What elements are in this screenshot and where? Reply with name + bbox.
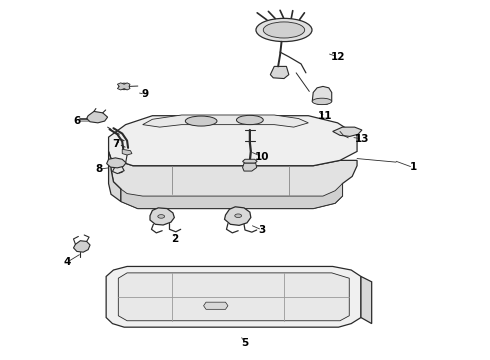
- Polygon shape: [270, 66, 289, 78]
- Polygon shape: [107, 158, 126, 168]
- Text: 3: 3: [258, 225, 266, 235]
- Ellipse shape: [158, 215, 165, 218]
- Ellipse shape: [312, 98, 332, 105]
- Polygon shape: [143, 115, 308, 127]
- Polygon shape: [243, 163, 257, 171]
- Text: 12: 12: [330, 52, 345, 62]
- Polygon shape: [121, 184, 343, 208]
- Polygon shape: [122, 149, 132, 155]
- Text: 10: 10: [255, 152, 270, 162]
- Ellipse shape: [235, 214, 242, 217]
- Text: 5: 5: [242, 338, 248, 347]
- Text: 4: 4: [64, 257, 71, 267]
- Polygon shape: [224, 207, 251, 225]
- Text: 7: 7: [112, 139, 120, 149]
- Polygon shape: [109, 152, 121, 202]
- Polygon shape: [118, 273, 349, 321]
- Text: 6: 6: [74, 116, 80, 126]
- Text: 13: 13: [355, 134, 369, 144]
- Polygon shape: [333, 127, 362, 136]
- Ellipse shape: [263, 22, 305, 38]
- Polygon shape: [203, 302, 228, 309]
- Text: 8: 8: [95, 164, 102, 174]
- Polygon shape: [74, 241, 90, 252]
- Polygon shape: [117, 83, 130, 90]
- Text: 9: 9: [142, 89, 148, 99]
- Polygon shape: [312, 86, 332, 104]
- Polygon shape: [243, 159, 257, 163]
- Ellipse shape: [256, 18, 312, 41]
- Polygon shape: [106, 266, 361, 327]
- Polygon shape: [109, 158, 357, 208]
- Text: 11: 11: [318, 111, 333, 121]
- Ellipse shape: [119, 83, 129, 90]
- Polygon shape: [109, 116, 357, 166]
- Ellipse shape: [237, 115, 263, 125]
- Polygon shape: [150, 208, 174, 225]
- Ellipse shape: [185, 116, 217, 126]
- Polygon shape: [361, 276, 372, 324]
- Polygon shape: [87, 111, 108, 123]
- Text: 1: 1: [410, 162, 416, 172]
- Text: 2: 2: [171, 234, 178, 244]
